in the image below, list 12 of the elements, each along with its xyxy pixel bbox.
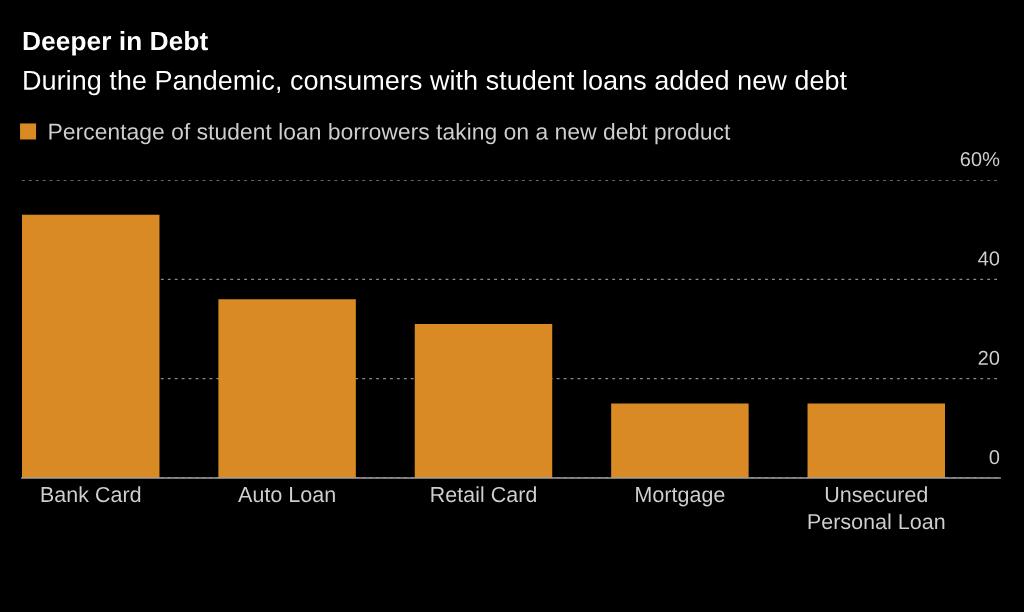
- y-tick-label: 0: [989, 450, 1000, 465]
- x-tick-label: Retail Card: [431, 486, 536, 503]
- x-tick-label: Mortgage: [636, 487, 725, 507]
- y-tick-label: 60%: [960, 152, 1000, 167]
- y-tick-label: 40: [978, 251, 1000, 266]
- x-tick-label: Unsecured Personal Loan: [808, 486, 945, 530]
- chart-subtitle: During the Pandemic, consumers with student loans added new debt: [24, 70, 847, 96]
- x-tick-label: Auto Loan: [238, 487, 335, 503]
- chart-title: Deeper in Debt: [23, 31, 208, 56]
- x-tick-label: Bank Card: [41, 486, 141, 503]
- legend-label: Percentage of student loan borrowers taking on a new debt product: [49, 122, 731, 145]
- y-tick-label: 20: [978, 350, 1000, 365]
